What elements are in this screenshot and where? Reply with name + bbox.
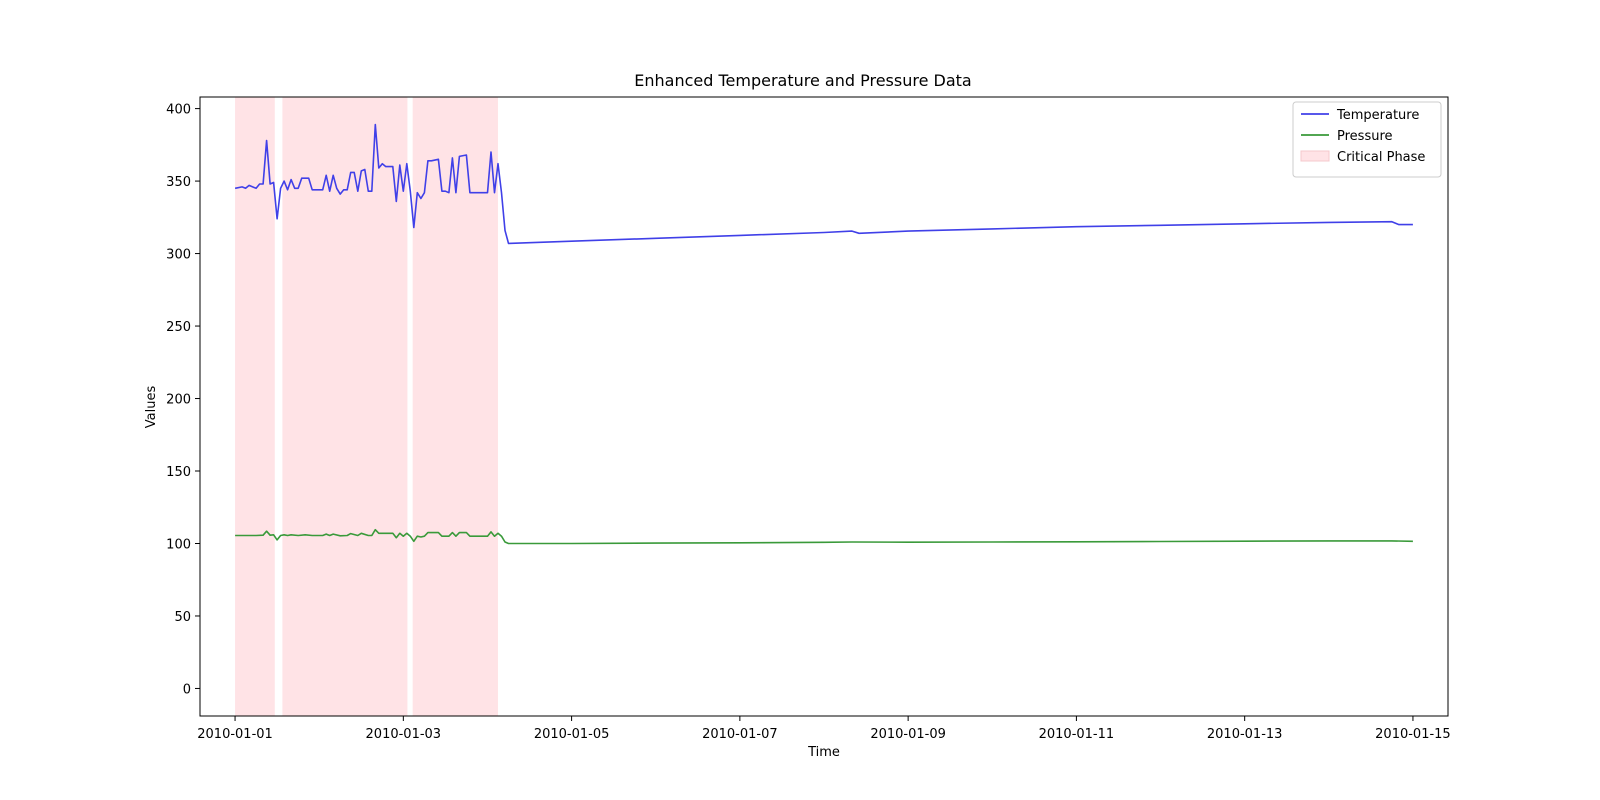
x-tick-label: 2010-01-13 bbox=[1207, 727, 1283, 742]
x-tick-label: 2010-01-15 bbox=[1375, 727, 1451, 742]
y-tick-label: 0 bbox=[183, 682, 191, 697]
y-axis-ticks: 0 50 100 150 200 250 300 350 400 bbox=[166, 103, 200, 697]
legend-box bbox=[1292, 101, 1442, 178]
y-tick-label: 400 bbox=[166, 103, 191, 118]
x-tick-label: 2010-01-01 bbox=[197, 727, 273, 742]
x-tick-label: 2010-01-03 bbox=[366, 727, 442, 742]
x-tick-label: 2010-01-09 bbox=[870, 727, 946, 742]
legend: Temperature Pressure Critical Phase bbox=[1292, 101, 1442, 178]
y-tick-label: 200 bbox=[166, 393, 191, 408]
critical-phase-band-2 bbox=[282, 97, 408, 716]
x-tick-label: 2010-01-07 bbox=[702, 727, 778, 742]
y-tick-label: 350 bbox=[166, 175, 191, 190]
chart-title: Enhanced Temperature and Pressure Data bbox=[634, 71, 971, 90]
legend-label-pressure: Pressure bbox=[1337, 129, 1393, 144]
plot-frame bbox=[199, 96, 1449, 717]
x-axis-label: Time bbox=[807, 745, 840, 760]
legend-label-critical-phase: Critical Phase bbox=[1337, 150, 1425, 165]
y-tick-label: 100 bbox=[166, 537, 191, 552]
critical-phase-band-1 bbox=[235, 97, 275, 716]
y-tick-label: 300 bbox=[166, 248, 191, 263]
x-tick-label: 2010-01-05 bbox=[534, 727, 610, 742]
y-tick-label: 250 bbox=[166, 320, 191, 335]
y-axis-label: Values bbox=[144, 386, 159, 429]
legend-label-temperature: Temperature bbox=[1336, 108, 1419, 123]
x-tick-label: 2010-01-11 bbox=[1039, 727, 1115, 742]
legend-swatch-critical-phase bbox=[1300, 150, 1330, 162]
y-tick-label: 50 bbox=[174, 610, 191, 625]
critical-phase-regions bbox=[235, 97, 498, 716]
x-axis-ticks: 2010-01-01 2010-01-03 2010-01-05 2010-01-07… bbox=[197, 716, 1451, 742]
critical-phase-band-3 bbox=[412, 97, 498, 716]
series-lines bbox=[234, 123, 1413, 545]
temperature-line bbox=[234, 123, 1413, 245]
pressure-line bbox=[235, 528, 1413, 545]
y-tick-label: 150 bbox=[166, 465, 191, 480]
